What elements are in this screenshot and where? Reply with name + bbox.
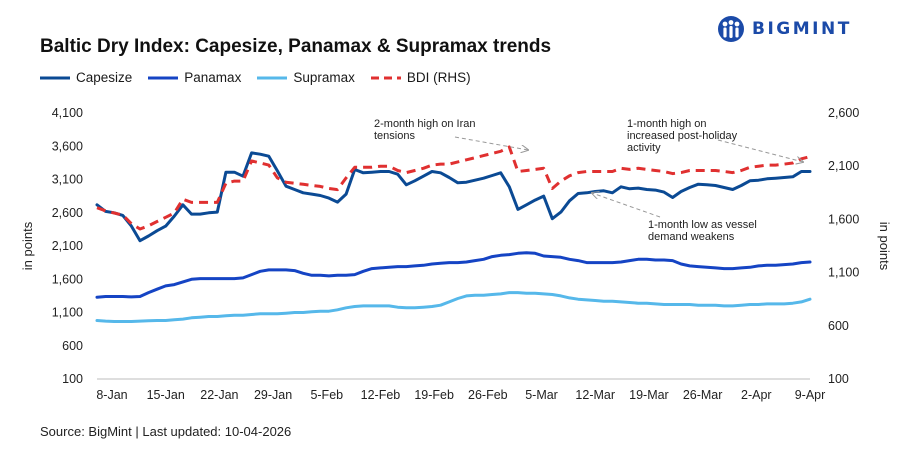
y2-tick-label: 2,100 [828,159,859,173]
legend-item-panamax: Panamax [148,70,241,85]
series-line-panamax [95,251,812,299]
bigmint-logo-icon [718,16,744,42]
x-tick-label: 22-Jan [200,388,238,402]
series-line-capesize [95,151,812,243]
y2-tick-label: 600 [828,319,849,333]
y2-tick-label: 100 [828,372,849,386]
y2-tick-label: 1,100 [828,266,859,280]
bigmint-logo: BIGMINT [716,15,852,43]
x-tick-label: 19-Feb [414,388,454,402]
x-tick-label: 12-Mar [575,388,615,402]
legend-swatch-supramax [257,76,288,79]
chart-legend: Capesize Panamax Supramax BDI (RHS) [40,70,487,85]
source-note: Source: BigMint | Last updated: 10-04-20… [40,424,292,439]
y-tick-label: 3,600 [52,139,83,153]
y-tick-label: 1,100 [52,306,83,320]
legend-label-panamax: Panamax [184,70,242,85]
legend-swatch-capesize [40,76,70,79]
y-tick-label: 600 [62,339,83,353]
x-tick-label: 26-Feb [468,388,508,402]
legend-label-capesize: Capesize [76,70,133,85]
y-tick-label: 4,100 [52,106,83,120]
bigmint-logo-text: BIGMINT [752,19,852,39]
x-tick-label: 15-Jan [147,388,185,402]
y-tick-label: 2,100 [52,239,83,253]
x-tick-label: 19-Mar [629,388,669,402]
annotation-text: demand weakens [648,231,735,243]
x-tick-label: 12-Feb [361,388,401,402]
annotation-text: tensions [374,130,415,142]
y2-axis-title: in points [877,222,892,271]
series-line-supramax [95,291,812,323]
annotation-text: 2-month high on Iran [374,118,476,130]
annotation-text: increased post-holiday [627,130,738,142]
y2-tick-label: 1,600 [828,212,859,226]
x-tick-label: 5-Feb [310,388,343,402]
legend-item-capesize: Capesize [40,70,132,85]
legend-swatch-panamax [148,76,179,79]
y-tick-label: 1,600 [52,272,83,286]
x-tick-label: 5-Mar [525,388,558,402]
y2-tick-label: 2,600 [828,106,859,120]
annotation-text: 1-month low as vessel [648,219,757,231]
chart-title: Baltic Dry Index: Capesize, Panamax & Su… [40,36,552,57]
legend-item-bdi: BDI (RHS) [370,70,471,85]
x-tick-label: 29-Jan [254,388,292,402]
legend-item-supramax: Supramax [257,70,355,85]
annotation-text: activity [627,142,661,154]
annotation-text: 1-month high on [627,118,707,130]
legend-label-supramax: Supramax [293,70,355,85]
x-tick-label: 2-Apr [741,388,772,402]
y-tick-label: 2,600 [52,206,83,220]
x-tick-label: 8-Jan [96,388,127,402]
series-line-bdi-rhs [96,145,811,231]
y-axis-title: in points [20,221,35,270]
x-tick-label: 26-Mar [683,388,723,402]
y-tick-label: 100 [62,372,83,386]
annotation-arrow [454,136,528,150]
annotation-arrow [592,193,661,218]
legend-label-bdi: BDI (RHS) [406,70,471,85]
annotation-arrow [717,139,803,162]
legend-swatch-bdi [370,76,401,79]
x-tick-label: 9-Apr [795,388,826,402]
y-tick-label: 3,100 [52,173,83,187]
